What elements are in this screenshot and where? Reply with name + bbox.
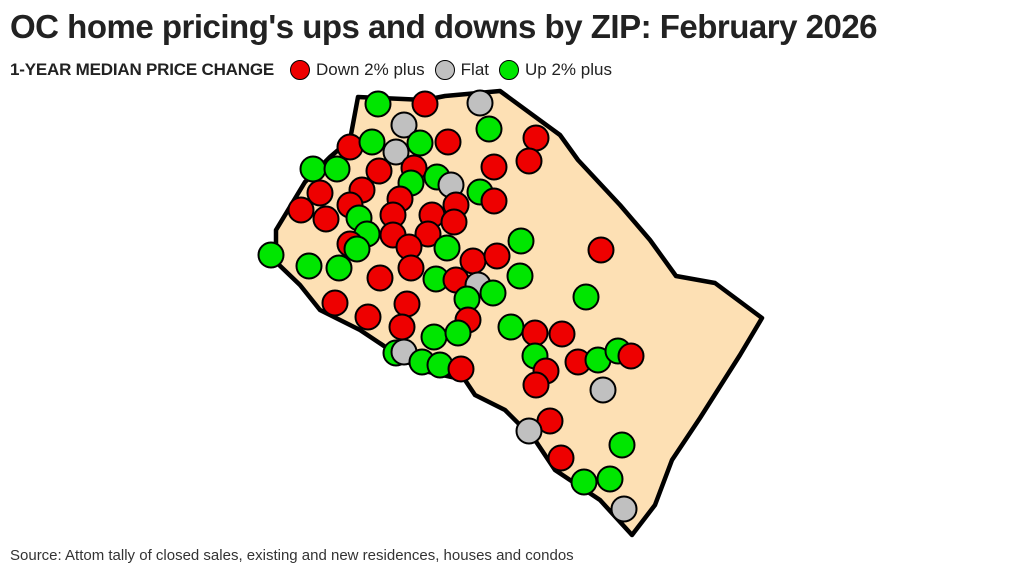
red-dot-icon	[290, 60, 310, 80]
legend-label-down: Down 2% plus	[316, 60, 425, 79]
zip-marker-down	[393, 290, 421, 318]
zip-marker-down	[483, 242, 511, 270]
green-dot-icon	[499, 60, 520, 80]
legend-label-flat: Flat	[460, 60, 490, 79]
gray-dot-icon	[434, 60, 455, 80]
zip-marker-down	[522, 124, 550, 152]
zip-marker-down	[366, 264, 394, 292]
legend-item-up: Up 2% plus	[499, 60, 612, 80]
zip-marker-down	[480, 153, 508, 181]
legend-title: 1-YEAR MEDIAN PRICE CHANGE	[10, 60, 274, 79]
zip-marker-up	[358, 128, 386, 156]
zip-marker-down	[287, 196, 315, 224]
zip-marker-down	[459, 247, 487, 275]
zip-marker-down	[365, 157, 393, 185]
zip-marker-up	[497, 313, 525, 341]
page-title: OC home pricing's ups and downs by ZIP: …	[10, 8, 878, 45]
zip-marker-up	[444, 319, 472, 347]
zip-marker-flat	[589, 376, 617, 404]
zip-marker-down	[388, 313, 416, 341]
zip-marker-up	[479, 279, 507, 307]
legend-item-down: Down 2% plus	[290, 60, 425, 80]
zip-marker-down	[414, 220, 442, 248]
zip-marker-down	[440, 208, 468, 236]
zip-marker-down	[515, 147, 543, 175]
zip-marker-down	[547, 444, 575, 472]
legend-label-up: Up 2% plus	[525, 60, 612, 79]
zip-marker-flat	[382, 138, 410, 166]
zip-marker-up	[295, 252, 323, 280]
zip-markers-layer	[257, 89, 645, 523]
zip-marker-down	[587, 236, 615, 264]
zip-marker-up	[257, 241, 285, 269]
zip-marker-down	[321, 289, 349, 317]
zip-marker-up	[572, 283, 600, 311]
zip-marker-up	[570, 468, 598, 496]
zip-marker-down	[411, 90, 439, 118]
zip-marker-down	[336, 133, 364, 161]
zip-marker-up	[343, 235, 371, 263]
zip-marker-up	[420, 323, 448, 351]
zip-marker-up	[475, 115, 503, 143]
zip-marker-up	[364, 90, 392, 118]
zip-marker-up	[596, 465, 624, 493]
source-note: Source: Attom tally of closed sales, exi…	[10, 547, 574, 564]
zip-marker-up	[433, 234, 461, 262]
zip-marker-down	[522, 371, 550, 399]
zip-marker-up	[325, 254, 353, 282]
zip-marker-up	[608, 431, 636, 459]
zip-marker-up	[406, 129, 434, 157]
zip-marker-up	[506, 262, 534, 290]
zip-marker-down	[480, 187, 508, 215]
legend-item-flat: Flat	[434, 60, 490, 80]
zip-marker-down	[434, 128, 462, 156]
zip-marker-down	[306, 179, 334, 207]
zip-marker-down	[447, 355, 475, 383]
legend: 1-YEAR MEDIAN PRICE CHANGE Down 2% plus …	[10, 60, 622, 80]
zip-marker-down	[521, 319, 549, 347]
zip-marker-up	[507, 227, 535, 255]
zip-marker-up	[323, 155, 351, 183]
zip-marker-flat	[390, 111, 418, 139]
zip-marker-flat	[610, 495, 638, 523]
zip-marker-up	[299, 155, 327, 183]
zip-marker-down	[548, 320, 576, 348]
zip-marker-flat	[515, 417, 543, 445]
zip-marker-down	[397, 254, 425, 282]
zip-marker-down	[617, 342, 645, 370]
zip-marker-down	[354, 303, 382, 331]
zip-marker-down	[312, 205, 340, 233]
zip-marker-flat	[466, 89, 494, 117]
